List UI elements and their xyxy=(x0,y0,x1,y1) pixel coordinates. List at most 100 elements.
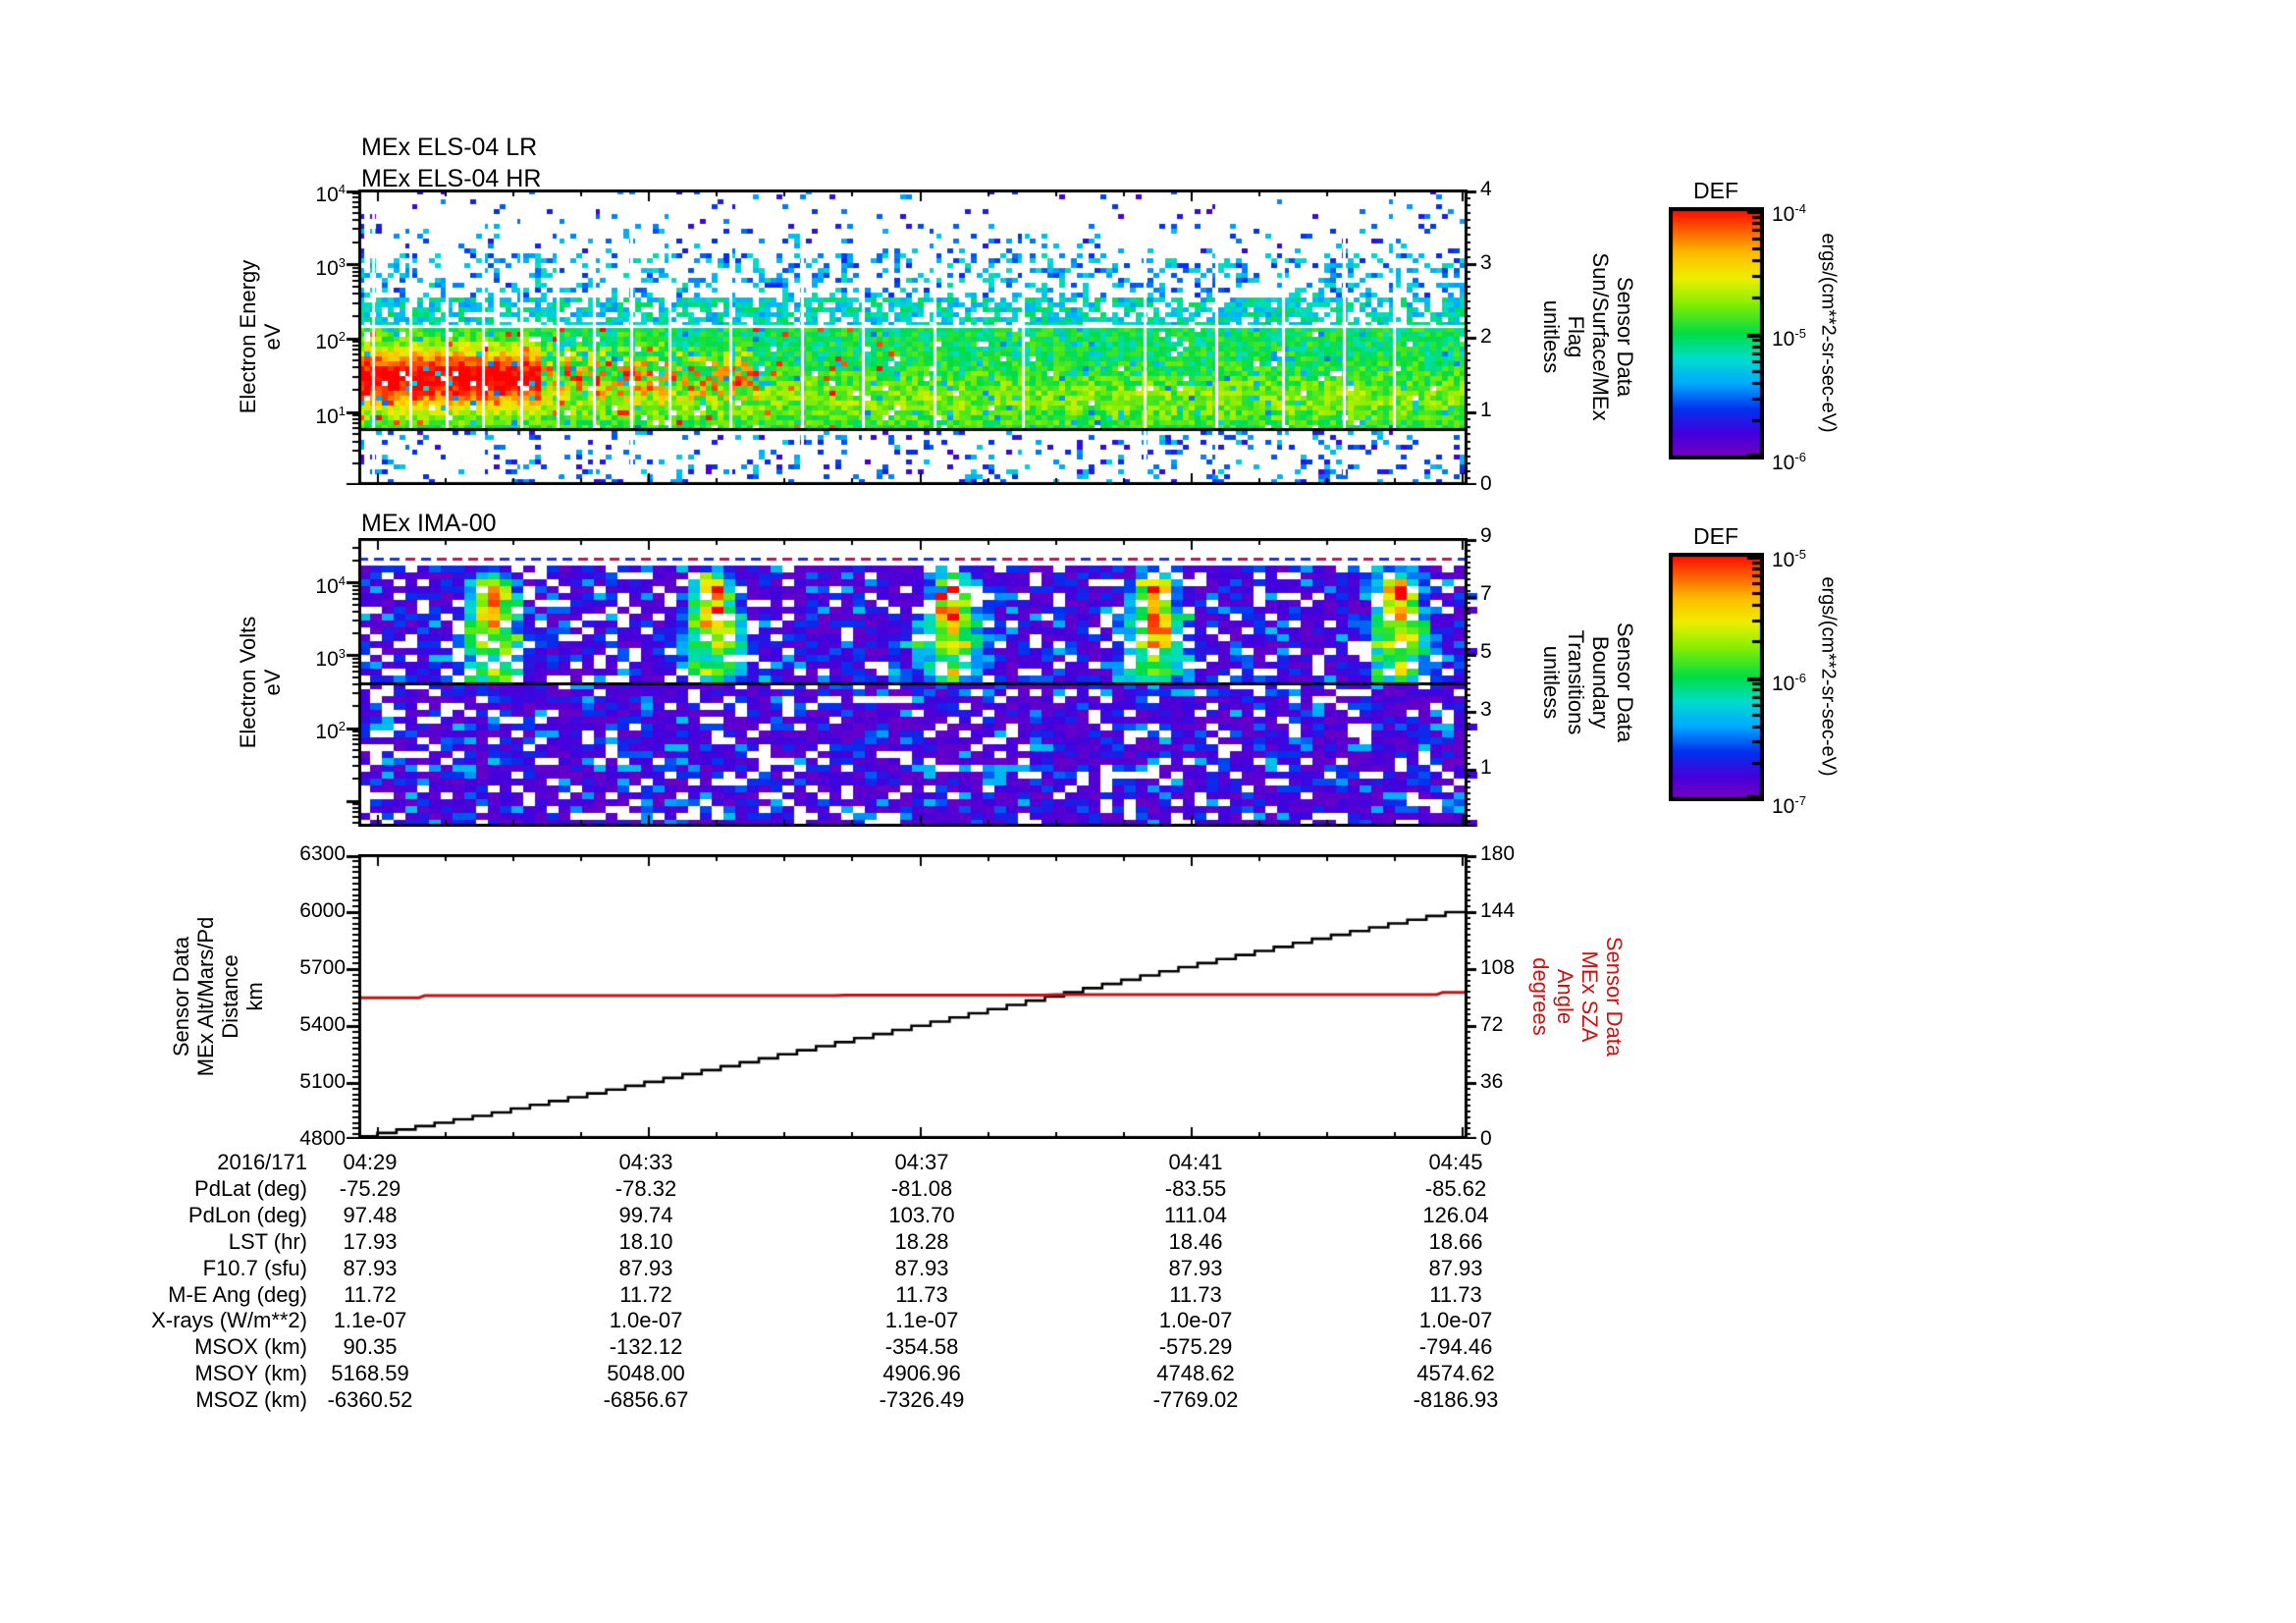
table-cell: -75.29 xyxy=(339,1175,401,1201)
els-title-lr: MEx ELS-04 LR xyxy=(361,134,538,161)
table-cell: 5048.00 xyxy=(607,1361,685,1386)
table-row-label: PdLat (deg) xyxy=(194,1175,307,1201)
table-cell: 11.72 xyxy=(619,1281,672,1307)
table-cell: -81.08 xyxy=(890,1175,953,1201)
colorbar1-tick: 10-5 xyxy=(1772,325,1806,351)
alt-ytick: 4800 xyxy=(299,1127,346,1150)
table-cell: 11.73 xyxy=(895,1281,948,1307)
els-flag-tick: 2 xyxy=(1480,325,1492,348)
table-cell: 18.28 xyxy=(894,1228,949,1254)
ima-bt-tick: 9 xyxy=(1480,524,1492,547)
sza-tick: 36 xyxy=(1480,1070,1504,1093)
els-flag-tick: 4 xyxy=(1480,178,1492,200)
table-row-label: PdLon (deg) xyxy=(187,1202,307,1227)
table-cell: 11.73 xyxy=(1169,1281,1222,1307)
table-cell: 4748.62 xyxy=(1156,1361,1235,1386)
ima-bt-tick: 5 xyxy=(1480,640,1492,663)
table-row-label: MSOX (km) xyxy=(194,1334,307,1360)
table-cell: -85.62 xyxy=(1424,1175,1487,1201)
table-cell: 126.04 xyxy=(1422,1202,1489,1227)
table-cell: -575.29 xyxy=(1158,1334,1233,1360)
ima-right-axis-label: Sensor Data Boundary Transitions unitles… xyxy=(1538,622,1638,743)
colorbar2-title: DEF xyxy=(1693,523,1738,549)
table-cell: 11.72 xyxy=(344,1281,397,1307)
table-cell: 1.0e-07 xyxy=(1158,1308,1233,1333)
table-cell: -132.12 xyxy=(609,1334,683,1360)
time-tick-label: 04:37 xyxy=(894,1150,949,1174)
sza-right-axis-label: Sensor Data MEx SZA Angle degrees xyxy=(1527,936,1628,1057)
table-cell: -7326.49 xyxy=(879,1387,965,1413)
table-cell: 111.04 xyxy=(1163,1202,1228,1227)
table-row-label: X-rays (W/m**2) xyxy=(151,1308,307,1333)
table-cell: -794.46 xyxy=(1418,1334,1493,1360)
table-cell: 87.93 xyxy=(894,1255,949,1280)
table-row-label: 2016/171 xyxy=(217,1150,307,1174)
table-cell: 1.1e-07 xyxy=(333,1308,407,1333)
els-flag-tick: 1 xyxy=(1480,399,1492,421)
els-flag-tick: 3 xyxy=(1480,251,1492,274)
table-cell: 87.93 xyxy=(343,1255,398,1280)
els-flag-tick: 0 xyxy=(1480,472,1492,495)
table-cell: 18.66 xyxy=(1428,1228,1483,1254)
ima-bt-tick: 3 xyxy=(1480,698,1492,721)
table-cell: 103.70 xyxy=(888,1202,955,1227)
colorbar1-title: DEF xyxy=(1693,178,1738,203)
table-cell: 87.93 xyxy=(1428,1255,1483,1280)
colorbar2-tick: 10-5 xyxy=(1772,547,1806,571)
table-cell: -8186.93 xyxy=(1413,1387,1499,1413)
sza-tick: 0 xyxy=(1480,1127,1492,1150)
ima-bt-tick: 1 xyxy=(1480,756,1492,779)
els-title-hr: MEx ELS-04 HR xyxy=(361,165,542,192)
table-cell: 1.0e-07 xyxy=(1418,1308,1493,1333)
time-tick-label: 04:41 xyxy=(1168,1150,1223,1174)
alt-ytick: 6300 xyxy=(299,842,346,865)
colorbar1 xyxy=(1669,207,1764,460)
table-cell: 17.93 xyxy=(343,1228,398,1254)
time-tick-label: 04:45 xyxy=(1428,1150,1483,1174)
table-row-label: LST (hr) xyxy=(228,1228,307,1254)
table-cell: 1.1e-07 xyxy=(884,1308,959,1333)
time-tick-label: 04:29 xyxy=(343,1150,398,1174)
table-cell: -6856.67 xyxy=(603,1387,689,1413)
table-cell: 4906.96 xyxy=(882,1361,961,1386)
time-tick-label: 04:33 xyxy=(618,1150,673,1174)
table-row-label: M-E Ang (deg) xyxy=(168,1281,307,1307)
altitude-sza-plot xyxy=(345,854,1478,1139)
sza-tick: 108 xyxy=(1480,956,1516,979)
ima-ytick: 103 xyxy=(315,646,346,671)
table-cell: 4574.62 xyxy=(1416,1361,1495,1386)
table-cell: -354.58 xyxy=(884,1334,959,1360)
table-row-label: MSOY (km) xyxy=(194,1361,307,1386)
colorbar2-tick: 10-6 xyxy=(1772,670,1806,695)
ima-ytick: 104 xyxy=(315,573,346,598)
sza-tick: 144 xyxy=(1480,899,1516,922)
table-cell: -7769.02 xyxy=(1152,1387,1239,1413)
els-ytick: 101 xyxy=(315,403,346,428)
colorbar1-tick: 10-4 xyxy=(1772,201,1806,226)
table-row-label: F10.7 (sfu) xyxy=(202,1255,307,1280)
table-cell: 11.73 xyxy=(1429,1281,1482,1307)
ima-ytick: 102 xyxy=(315,719,346,743)
table-row-label: MSOZ (km) xyxy=(195,1387,307,1413)
table-cell: -83.55 xyxy=(1164,1175,1227,1201)
table-cell: 97.48 xyxy=(343,1202,398,1227)
table-cell: -6360.52 xyxy=(327,1387,413,1413)
els-ytick: 102 xyxy=(315,329,346,354)
ima-spectrogram xyxy=(345,538,1478,827)
sza-tick: 180 xyxy=(1480,842,1516,865)
table-cell: 99.74 xyxy=(618,1202,673,1227)
alt-ytick: 5100 xyxy=(299,1070,346,1093)
table-cell: 87.93 xyxy=(618,1255,673,1280)
ima-title: MEx IMA-00 xyxy=(361,510,497,537)
table-cell: 18.10 xyxy=(618,1228,673,1254)
table-cell: 1.0e-07 xyxy=(609,1308,683,1333)
colorbar2 xyxy=(1669,553,1764,801)
table-cell: 5168.59 xyxy=(331,1361,409,1386)
table-cell: 87.93 xyxy=(1168,1255,1223,1280)
table-cell: 18.46 xyxy=(1168,1228,1223,1254)
alt-ytick: 6000 xyxy=(299,899,346,922)
els-ytick: 104 xyxy=(315,182,346,206)
table-cell: -78.32 xyxy=(614,1175,677,1201)
alt-ytick: 5400 xyxy=(299,1013,346,1036)
